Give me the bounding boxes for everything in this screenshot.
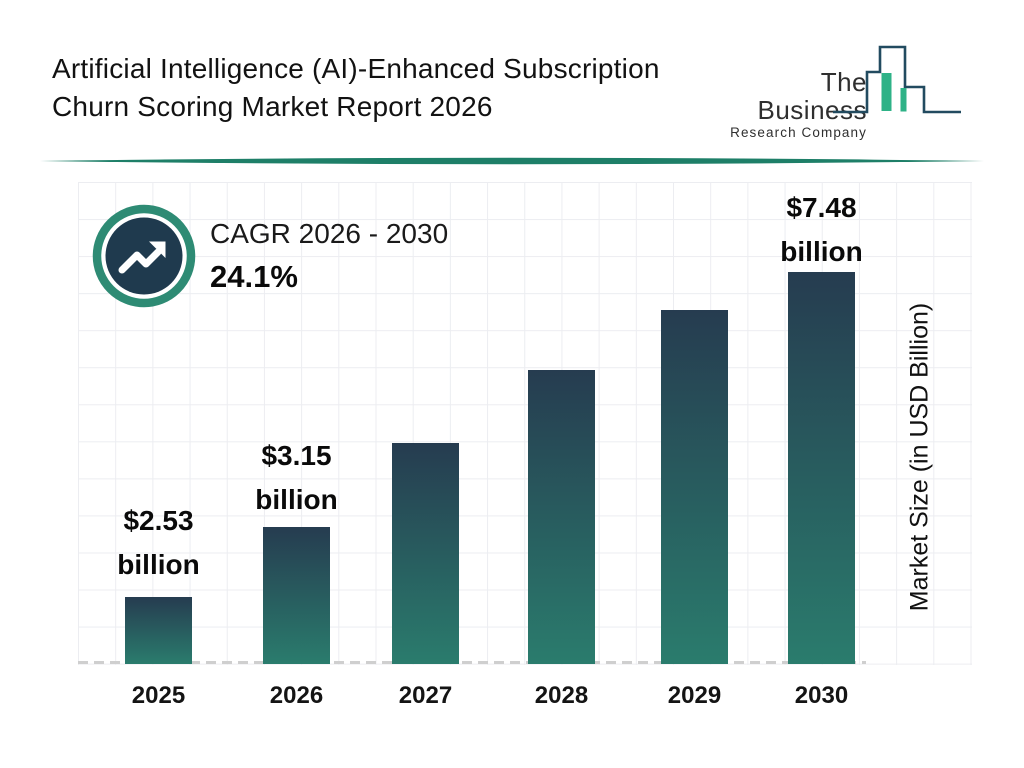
x-tick-2030: 2030 — [794, 682, 849, 709]
bar-2025 — [125, 597, 192, 664]
company-logo-text: The Business Research Company — [723, 68, 867, 140]
value-label-2030: $7.48 billion — [780, 192, 863, 267]
bar-chart-logo-icon — [833, 45, 961, 114]
bar-2030 — [788, 272, 855, 664]
y-axis-label: Market Size (in USD Billion) — [905, 302, 934, 612]
logo-text-secondary: Research Company — [730, 125, 867, 140]
chart-baseline — [78, 661, 866, 664]
value-label-2025: $2.53 billion — [117, 505, 200, 580]
x-tick-2026: 2026 — [269, 682, 324, 709]
bar-2026 — [263, 527, 330, 664]
divider-line — [40, 157, 984, 165]
x-tick-2028: 2028 — [534, 682, 589, 709]
logo-text-primary: The Business — [757, 67, 867, 125]
cagr-block: CAGR 2026 - 2030 24.1% — [210, 214, 448, 298]
bar-2027 — [392, 443, 459, 664]
x-tick-2029: 2029 — [667, 682, 722, 709]
trending-up-icon — [92, 204, 196, 308]
x-tick-2027: 2027 — [398, 682, 453, 709]
value-label-2026: $3.15 billion — [255, 440, 338, 515]
cagr-value: 24.1% — [210, 259, 298, 294]
page-title: Artificial Intelligence (AI)-Enhanced Su… — [52, 53, 660, 122]
x-tick-2025: 2025 — [131, 682, 186, 709]
cagr-label: CAGR 2026 - 2030 — [210, 218, 449, 249]
bar-2028 — [528, 370, 595, 664]
bar-2029 — [661, 310, 728, 664]
